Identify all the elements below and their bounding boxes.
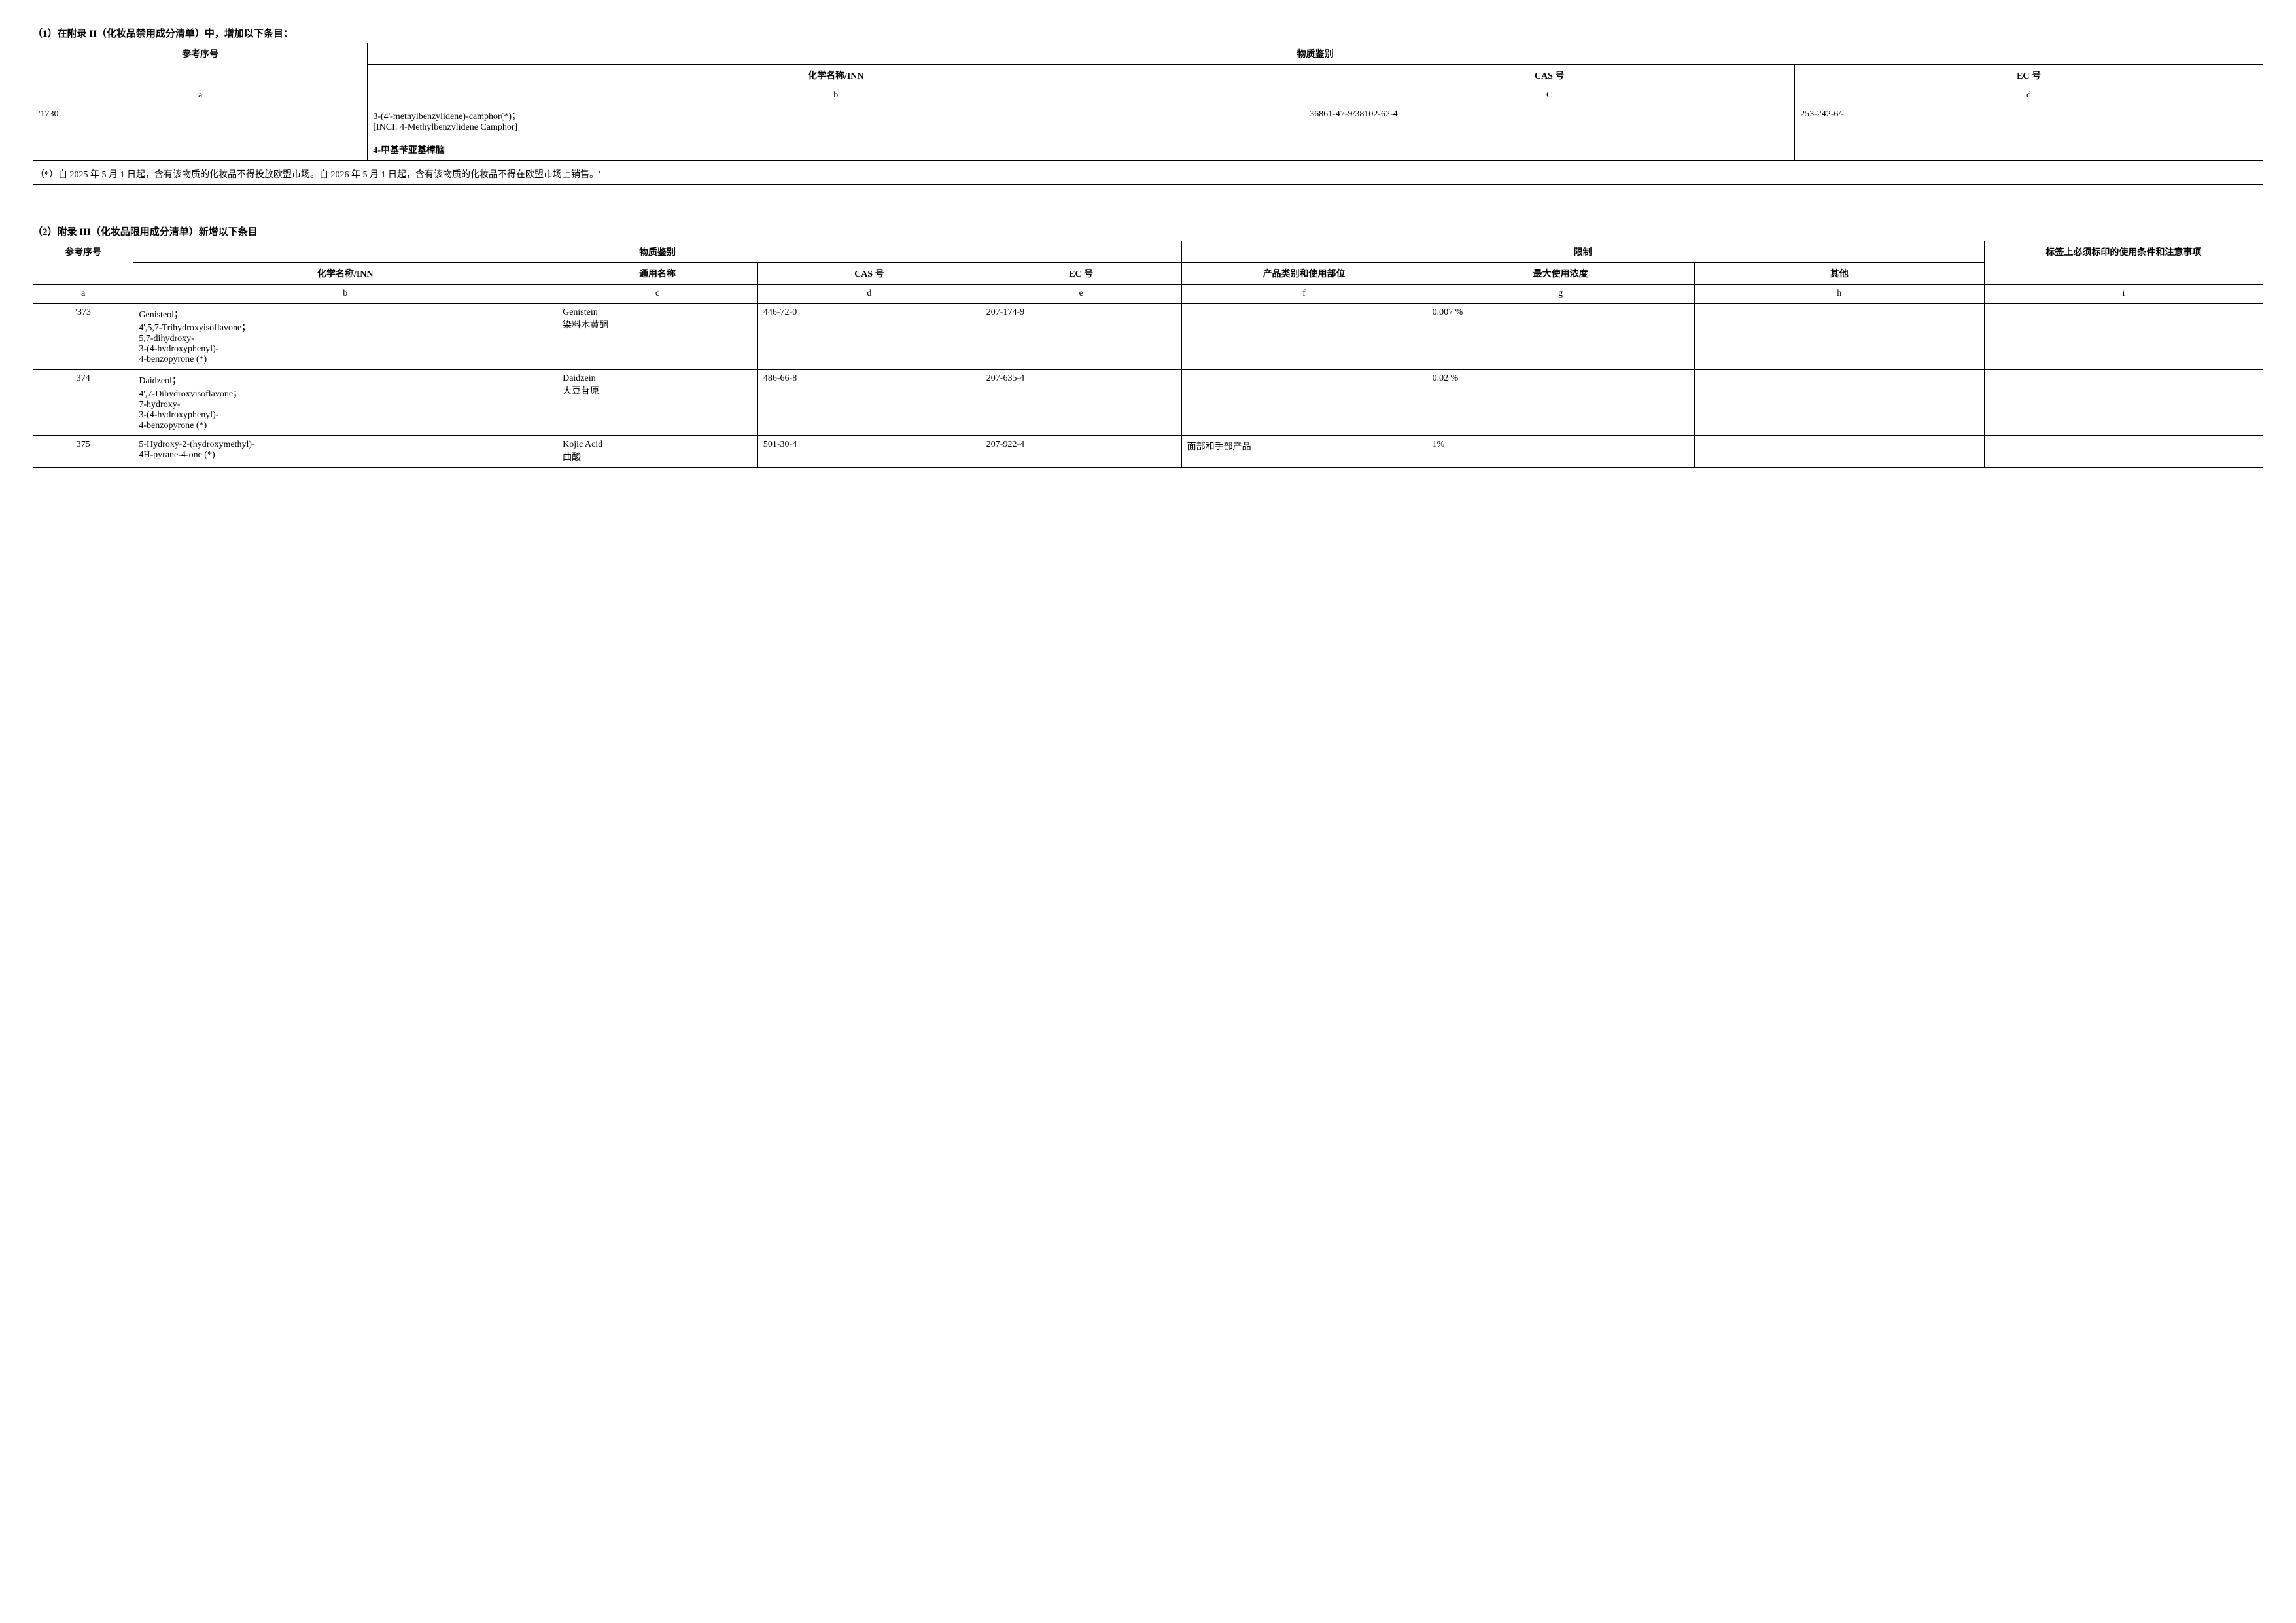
t2-cell-i — [1984, 370, 2263, 436]
t1-cell-b: 3-(4'-methylbenzylidene)-camphor(*)； [IN… — [368, 105, 1304, 161]
t2-cell-e: 207-922-4 — [981, 436, 1181, 468]
t2-cell-b: Daidzeol；4',7-Dihydroxyisoflavone；7-hydr… — [133, 370, 557, 436]
t1-header-ec: EC 号 — [1795, 65, 2263, 86]
t2-cell-h — [1694, 370, 1984, 436]
t2-cell-g: 1% — [1427, 436, 1694, 468]
t1-cell-b-line1: 3-(4'-methylbenzylidene)-camphor(*)； — [373, 112, 521, 122]
t2-cell-h — [1694, 436, 1984, 468]
t2-cell-g: 0.02 % — [1427, 370, 1694, 436]
t1-header-substance: 物质鉴别 — [368, 43, 2263, 65]
section1-title: （1）在附录 II（化妆品禁用成分清单）中，增加以下条目： — [33, 26, 2263, 40]
t2-letter-a: a — [33, 285, 133, 304]
t2-cell-g: 0.007 % — [1427, 304, 1694, 370]
t2-header-cas: CAS 号 — [757, 263, 981, 285]
t2-header-substance: 物质鉴别 — [133, 241, 1181, 263]
t2-header-common: 通用名称 — [557, 263, 758, 285]
t2-header-maxconc: 最大使用浓度 — [1427, 263, 1694, 285]
t2-header-ref: 参考序号 — [33, 241, 133, 285]
t2-header-product: 产品类别和使用部位 — [1181, 263, 1427, 285]
t2-header-ec: EC 号 — [981, 263, 1181, 285]
t1-cell-c: 36861-47-9/38102-62-4 — [1304, 105, 1795, 161]
t1-cell-b-line3: 4-甲基苄亚基樟脑 — [373, 146, 445, 156]
t1-cell-a: '1730 — [33, 105, 368, 161]
t2-cell-f: 面部和手部产品 — [1181, 436, 1427, 468]
t2-cell-d: 486-66-8 — [757, 370, 981, 436]
t2-cell-i — [1984, 436, 2263, 468]
t2-cell-d: 501-30-4 — [757, 436, 981, 468]
t1-cell-d: 253-242-6/- — [1795, 105, 2263, 161]
t1-letter-b: b — [368, 86, 1304, 105]
t2-cell-f — [1181, 304, 1427, 370]
table-row: '373Genisteol；4',5,7-Trihydroxyisoflavon… — [33, 304, 2263, 370]
t2-cell-a: '373 — [33, 304, 133, 370]
t2-cell-e: 207-635-4 — [981, 370, 1181, 436]
t1-cell-b-line2: [INCI: 4-Methylbenzylidene Camphor] — [373, 122, 517, 132]
t2-letter-h: h — [1694, 285, 1984, 304]
table-row: 374Daidzeol；4',7-Dihydroxyisoflavone；7-h… — [33, 370, 2263, 436]
t1-letter-d: d — [1795, 86, 2263, 105]
t2-cell-e: 207-174-9 — [981, 304, 1181, 370]
t2-cell-f — [1181, 370, 1427, 436]
t1-header-cas: CAS 号 — [1304, 65, 1795, 86]
t2-cell-d: 446-72-0 — [757, 304, 981, 370]
table-annex2: 参考序号 物质鉴别 化学名称/INN CAS 号 EC 号 a b C d '1… — [33, 43, 2263, 161]
t1-header-chem: 化学名称/INN — [368, 65, 1304, 86]
t2-header-label: 标签上必须标印的使用条件和注意事项 — [1984, 241, 2263, 285]
table-annex3: 参考序号 物质鉴别 限制 标签上必须标印的使用条件和注意事项 化学名称/INN … — [33, 241, 2263, 468]
t2-cell-a: 375 — [33, 436, 133, 468]
t2-header-restriction: 限制 — [1181, 241, 1984, 263]
t2-cell-h — [1694, 304, 1984, 370]
t2-letter-e: e — [981, 285, 1181, 304]
t1-letter-a: a — [33, 86, 368, 105]
t2-cell-a: 374 — [33, 370, 133, 436]
section1-footnote: （*）自 2025 年 5 月 1 日起，含有该物质的化妆品不得投放欧盟市场。自… — [33, 167, 2263, 181]
t2-letter-c: c — [557, 285, 758, 304]
t2-letter-d: d — [757, 285, 981, 304]
t2-letter-g: g — [1427, 285, 1694, 304]
t2-cell-i — [1984, 304, 2263, 370]
t2-cell-c: Daidzein大豆苷原 — [557, 370, 758, 436]
table-row: '1730 3-(4'-methylbenzylidene)-camphor(*… — [33, 105, 2263, 161]
t2-cell-b: 5-Hydroxy-2-(hydroxymethyl)-4H-pyrane-4-… — [133, 436, 557, 468]
t2-letter-f: f — [1181, 285, 1427, 304]
t2-cell-b: Genisteol；4',5,7-Trihydroxyisoflavone；5,… — [133, 304, 557, 370]
t1-header-ref: 参考序号 — [33, 43, 368, 86]
section2-title: （2）附录 III（化妆品限用成分清单）新增以下条目 — [33, 224, 2263, 238]
t1-letter-c: C — [1304, 86, 1795, 105]
t2-letter-b: b — [133, 285, 557, 304]
table-row: 3755-Hydroxy-2-(hydroxymethyl)-4H-pyrane… — [33, 436, 2263, 468]
t2-cell-c: Kojic Acid曲酸 — [557, 436, 758, 468]
t2-header-other: 其他 — [1694, 263, 1984, 285]
t2-header-chem: 化学名称/INN — [133, 263, 557, 285]
t2-cell-c: Genistein染料木黄酮 — [557, 304, 758, 370]
t2-letter-i: i — [1984, 285, 2263, 304]
